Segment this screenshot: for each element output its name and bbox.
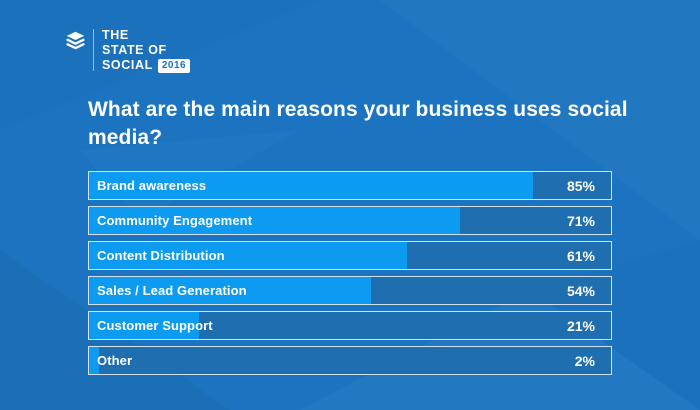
- logo-wordmark: THE STATE OF SOCIAL 2016: [102, 28, 191, 73]
- bar-value: 21%: [566, 317, 595, 334]
- bar-fill: [89, 207, 460, 234]
- bar-fill: [89, 312, 199, 339]
- bar-label: Other: [97, 353, 133, 368]
- buffer-stack-icon: [66, 31, 85, 50]
- bar-value: 71%: [566, 212, 595, 229]
- bar-label: Sales / Lead Generation: [97, 283, 247, 298]
- chart-title: What are the main reasons your business …: [88, 98, 628, 149]
- logo-social-text: SOCIAL: [102, 58, 153, 72]
- bar-fill: [89, 347, 100, 374]
- bar-fill: [89, 277, 371, 304]
- bar-row: Other 2%: [88, 346, 612, 375]
- year-badge: 2016: [157, 59, 191, 73]
- bar-label: Community Engagement: [97, 213, 253, 228]
- bar-row: Sales / Lead Generation 54%: [88, 276, 612, 305]
- bar-row: Customer Support 21%: [88, 311, 612, 340]
- bar-value: 2%: [574, 352, 595, 369]
- bar-fill: [89, 242, 408, 269]
- bar-value: 85%: [566, 177, 595, 194]
- bar-label: Customer Support: [97, 318, 213, 333]
- brand-logo: THE STATE OF SOCIAL 2016: [66, 28, 191, 73]
- bar-fill: [89, 172, 533, 199]
- bar-label: Content Distribution: [97, 248, 225, 263]
- logo-line-social: SOCIAL 2016: [102, 58, 191, 73]
- bar-value: 54%: [566, 282, 595, 299]
- bar-row: Content Distribution 61%: [88, 241, 612, 270]
- logo-line-state-of: STATE OF: [102, 43, 167, 57]
- logo-line-the: THE: [102, 28, 129, 42]
- bar-label: Brand awareness: [97, 178, 207, 193]
- bar-row: Community Engagement 71%: [88, 206, 612, 235]
- logo-divider: [93, 29, 94, 71]
- bar-chart: Brand awareness 85% Community Engagement…: [88, 171, 612, 381]
- bar-value: 61%: [566, 247, 595, 264]
- bar-row: Brand awareness 85%: [88, 171, 612, 200]
